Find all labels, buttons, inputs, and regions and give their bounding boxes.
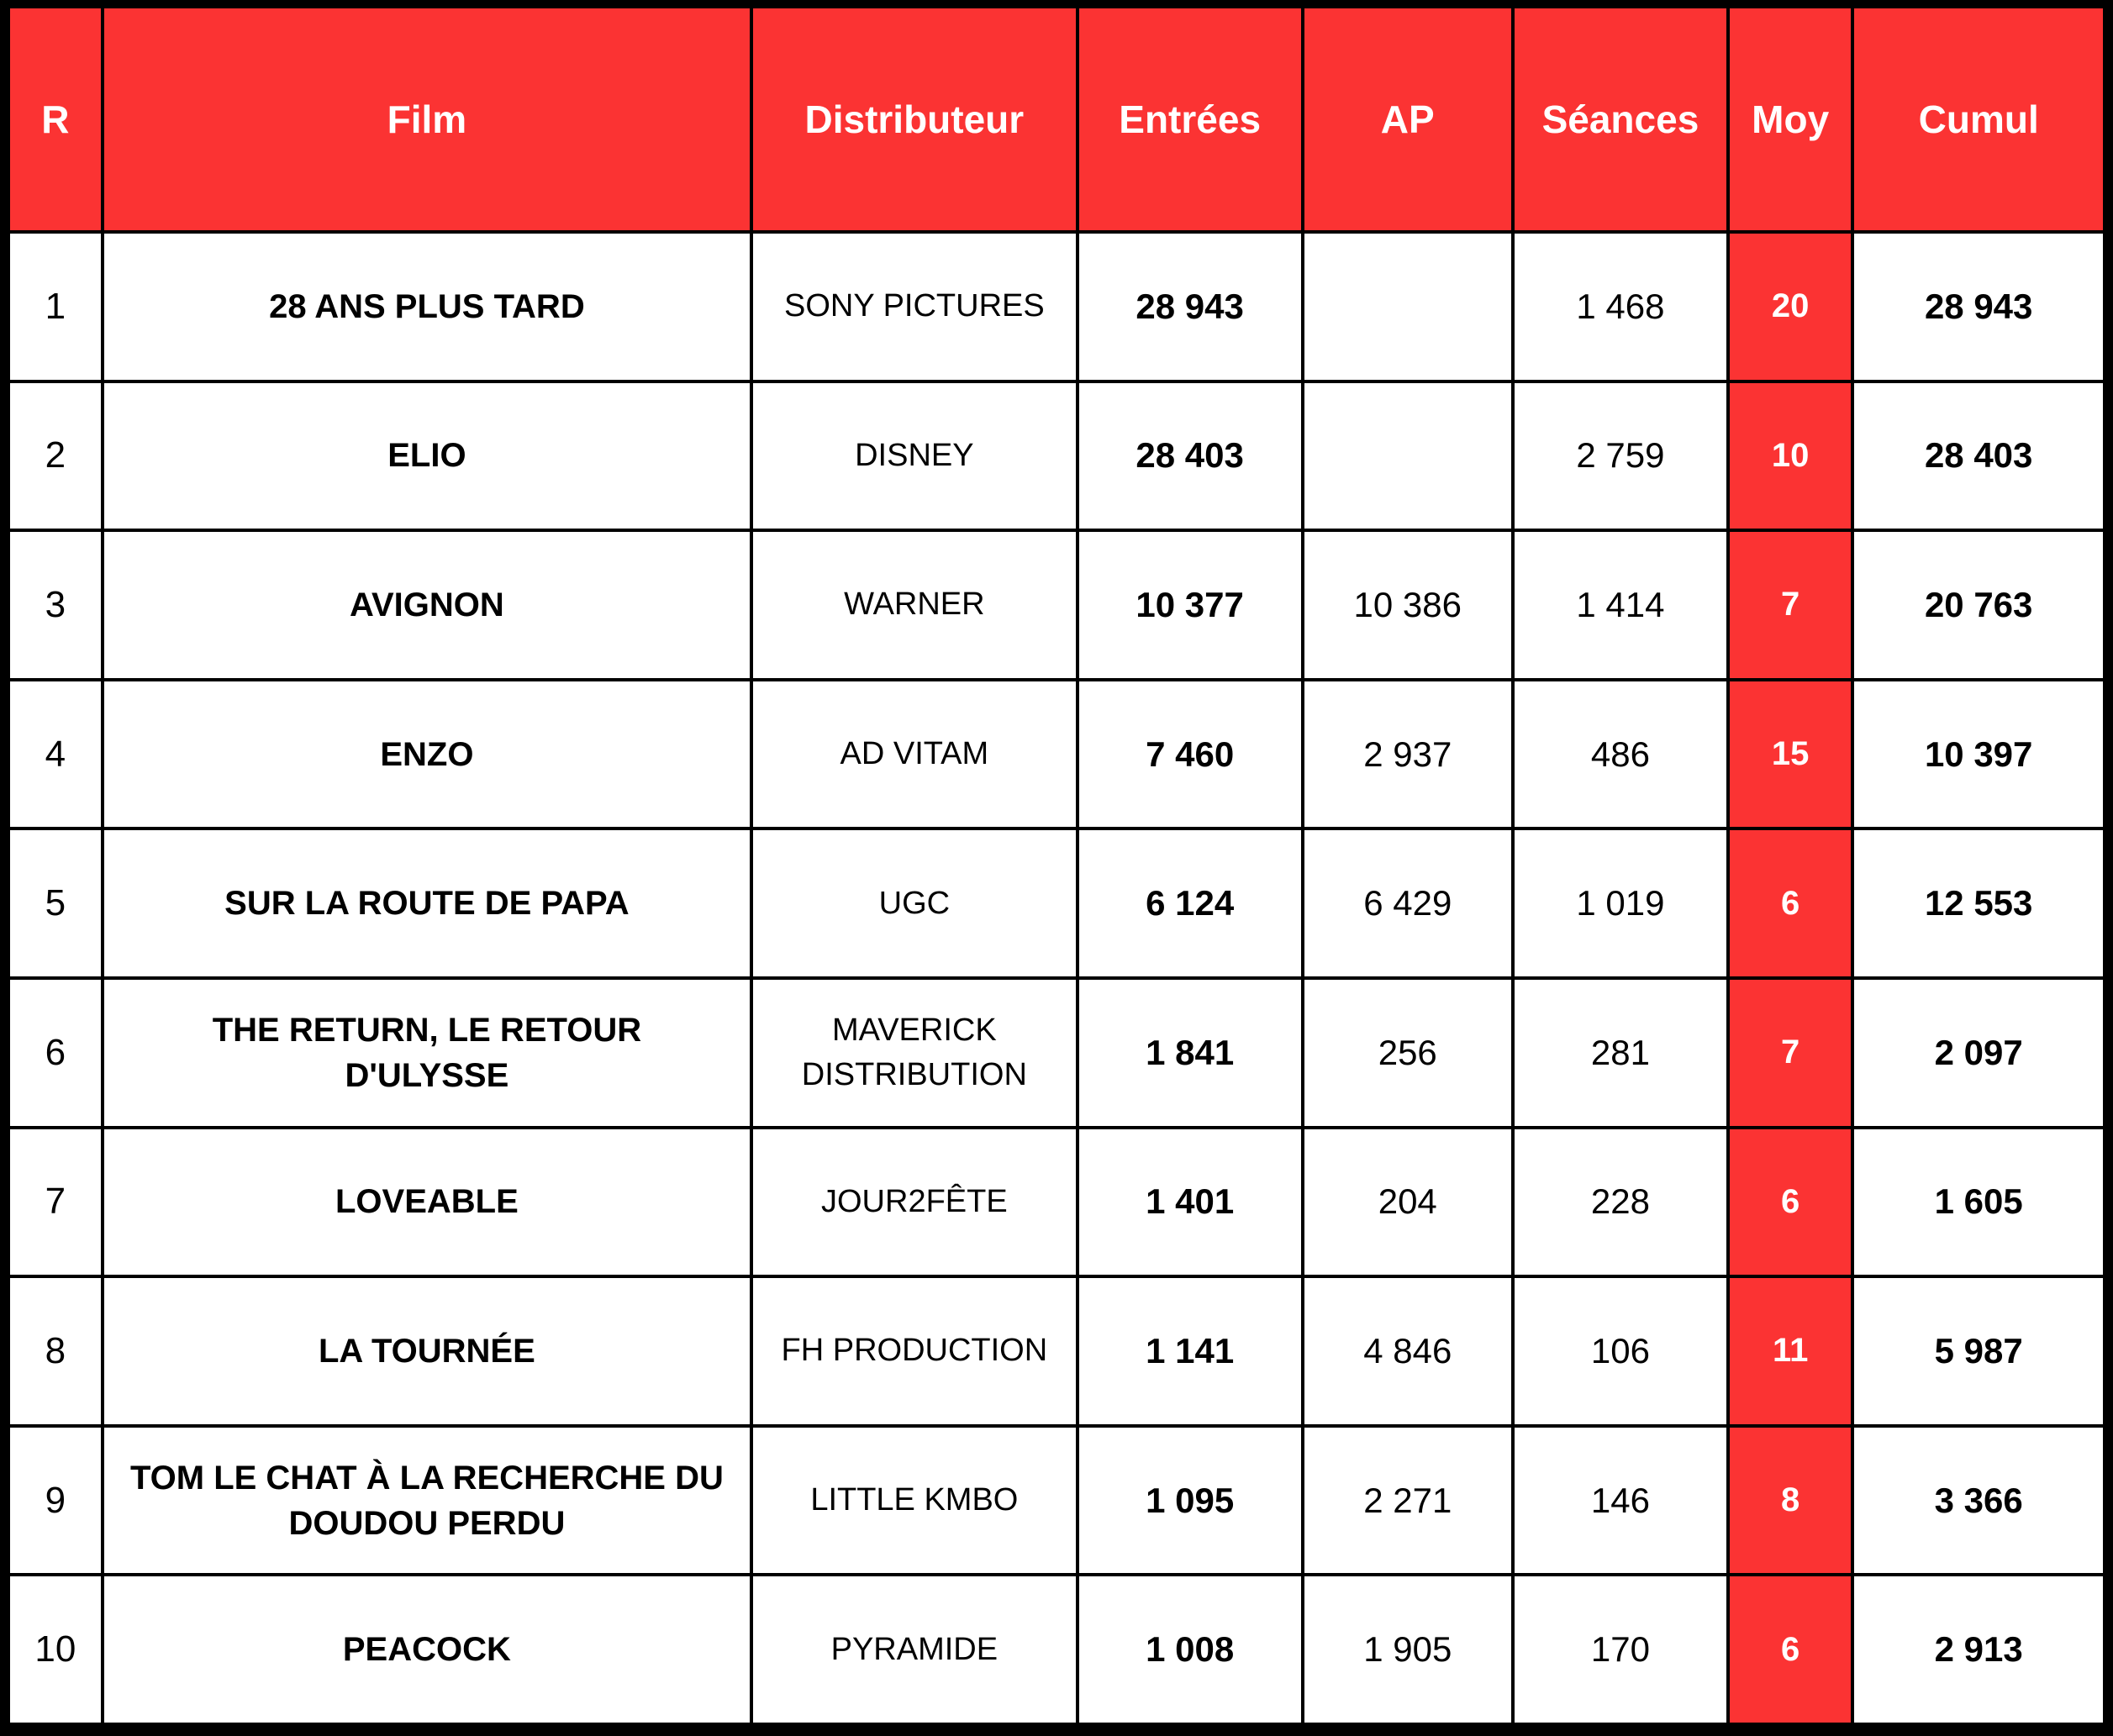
cell-cumul: 3 366 (1854, 1427, 2103, 1574)
cell-ap (1304, 382, 1511, 529)
cell-entrees: 1 401 (1078, 1128, 1301, 1276)
cell-film-title: LA TOURNÉE (103, 1278, 751, 1424)
cell-entrees: 1 841 (1078, 980, 1301, 1126)
header-cell-entrees: Entrées (1078, 8, 1301, 230)
header-cell-distributor: Distributeur (753, 8, 1076, 230)
cell-rank: 8 (10, 1278, 101, 1424)
cell-cumul: 28 403 (1854, 382, 2103, 529)
cell-rank: 6 (10, 980, 101, 1126)
cell-moy: 11 (1730, 1278, 1852, 1424)
cell-rank: 7 (10, 1128, 101, 1276)
cell-distributor: AD VITAM (753, 681, 1076, 828)
cell-cumul: 2 097 (1854, 980, 2103, 1126)
cell-film-title: LOVEABLE (103, 1128, 751, 1276)
box-office-table: R Film Distributeur Entrées AP Séances M… (10, 8, 2103, 1723)
cell-film-title: ENZO (103, 681, 751, 828)
header-cell-rank: R (10, 8, 101, 230)
cell-cumul: 5 987 (1854, 1278, 2103, 1424)
cell-cumul: 1 605 (1854, 1128, 2103, 1276)
cell-distributor: PYRAMIDE (753, 1576, 1076, 1723)
cell-cumul: 20 763 (1854, 532, 2103, 678)
cell-cumul: 2 913 (1854, 1576, 2103, 1723)
cell-rank: 9 (10, 1427, 101, 1574)
cell-ap: 4 846 (1304, 1278, 1511, 1424)
cell-distributor: SONY PICTURES (753, 234, 1076, 380)
cell-moy: 7 (1730, 532, 1852, 678)
cell-film-title: TOM LE CHAT À LA RECHERCHE DU DOUDOU PER… (103, 1427, 751, 1574)
cell-rank: 1 (10, 234, 101, 380)
cell-distributor: WARNER (753, 532, 1076, 678)
cell-ap: 10 386 (1304, 532, 1511, 678)
cell-film-title: THE RETURN, LE RETOUR D'ULYSSE (103, 980, 751, 1126)
cell-seances: 486 (1514, 681, 1726, 828)
cell-moy: 6 (1730, 1128, 1852, 1276)
cell-seances: 170 (1514, 1576, 1726, 1723)
cell-rank: 4 (10, 681, 101, 828)
cell-distributor: MAVERICK DISTRIBUTION (753, 980, 1076, 1126)
cell-seances: 281 (1514, 980, 1726, 1126)
cell-distributor: FH PRODUCTION (753, 1278, 1076, 1424)
cell-cumul: 10 397 (1854, 681, 2103, 828)
cell-entrees: 28 943 (1078, 234, 1301, 380)
cell-rank: 3 (10, 532, 101, 678)
cell-rank: 5 (10, 830, 101, 976)
header-cell-film: Film (103, 8, 751, 230)
cell-moy: 6 (1730, 830, 1852, 976)
cell-moy: 10 (1730, 382, 1852, 529)
cell-seances: 1 414 (1514, 532, 1726, 678)
cell-ap (1304, 234, 1511, 380)
cell-distributor: UGC (753, 830, 1076, 976)
cell-film-title: AVIGNON (103, 532, 751, 678)
cell-moy: 8 (1730, 1427, 1852, 1574)
cell-rank: 2 (10, 382, 101, 529)
header-cell-seances: Séances (1514, 8, 1726, 230)
cell-ap: 2 937 (1304, 681, 1511, 828)
cell-entrees: 7 460 (1078, 681, 1301, 828)
cell-ap: 256 (1304, 980, 1511, 1126)
cell-entrees: 6 124 (1078, 830, 1301, 976)
cell-ap: 1 905 (1304, 1576, 1511, 1723)
cell-moy: 6 (1730, 1576, 1852, 1723)
cell-moy: 7 (1730, 980, 1852, 1126)
header-cell-ap: AP (1304, 8, 1511, 230)
cell-entrees: 28 403 (1078, 382, 1301, 529)
cell-seances: 1 468 (1514, 234, 1726, 380)
cell-film-title: PEACOCK (103, 1576, 751, 1723)
cell-distributor: LITTLE KMBO (753, 1427, 1076, 1574)
cell-cumul: 12 553 (1854, 830, 2103, 976)
cell-film-title: ELIO (103, 382, 751, 529)
cell-moy: 20 (1730, 234, 1852, 380)
cell-entrees: 1 095 (1078, 1427, 1301, 1574)
cell-film-title: SUR LA ROUTE DE PAPA (103, 830, 751, 976)
cell-seances: 146 (1514, 1427, 1726, 1574)
cell-entrees: 1 141 (1078, 1278, 1301, 1424)
cell-film-title: 28 ANS PLUS TARD (103, 234, 751, 380)
header-cell-cumul: Cumul (1854, 8, 2103, 230)
cell-rank: 10 (10, 1576, 101, 1723)
cell-seances: 1 019 (1514, 830, 1726, 976)
cell-seances: 228 (1514, 1128, 1726, 1276)
cell-ap: 204 (1304, 1128, 1511, 1276)
header-cell-moy: Moy (1730, 8, 1852, 230)
cell-entrees: 10 377 (1078, 532, 1301, 678)
cell-entrees: 1 008 (1078, 1576, 1301, 1723)
cell-seances: 106 (1514, 1278, 1726, 1424)
cell-seances: 2 759 (1514, 382, 1726, 529)
cell-distributor: DISNEY (753, 382, 1076, 529)
cell-distributor: JOUR2FÊTE (753, 1128, 1076, 1276)
cell-ap: 6 429 (1304, 830, 1511, 976)
cell-ap: 2 271 (1304, 1427, 1511, 1574)
cell-cumul: 28 943 (1854, 234, 2103, 380)
cell-moy: 15 (1730, 681, 1852, 828)
